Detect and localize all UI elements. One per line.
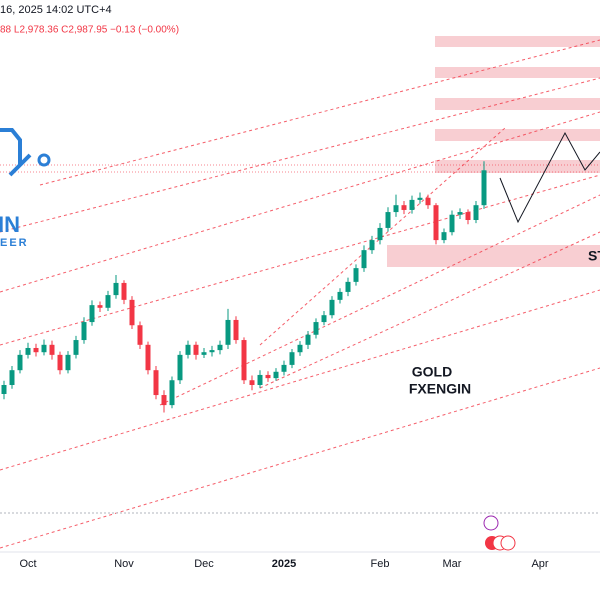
candle-body	[201, 352, 207, 355]
candle-body	[441, 232, 447, 241]
resistance-zone	[435, 160, 600, 173]
candle-body	[121, 282, 127, 300]
candle-body	[257, 374, 263, 385]
candle-body	[57, 354, 63, 371]
candle-body	[401, 205, 407, 210]
candle-body	[169, 380, 175, 406]
candle-body	[137, 325, 143, 345]
candle-body	[9, 370, 15, 385]
candle-body	[1, 385, 7, 394]
event-icon	[500, 535, 516, 551]
candle-body	[465, 212, 471, 220]
candle-body	[249, 380, 255, 385]
candle-body	[33, 347, 39, 353]
candle-body	[337, 291, 343, 300]
candles	[1, 161, 487, 413]
candle-body	[73, 340, 79, 355]
candle-body	[161, 395, 167, 406]
candle-body	[233, 319, 239, 341]
candle-body	[385, 212, 391, 228]
candle-body	[129, 299, 135, 326]
x-tick-label: Oct	[19, 558, 36, 570]
candle-body	[409, 199, 415, 210]
candle-body	[321, 315, 327, 323]
x-tick-label: 2025	[272, 558, 296, 570]
resistance-zone	[435, 67, 600, 78]
candle-body	[105, 295, 111, 308]
candle-body	[153, 370, 159, 396]
trend-line	[0, 111, 600, 293]
candle-body	[393, 205, 399, 213]
candle-body	[177, 354, 183, 381]
logo-text: IN	[0, 212, 20, 237]
resistance-zone	[435, 98, 600, 110]
candle-body	[265, 374, 271, 379]
candle-body	[241, 340, 247, 381]
x-tick-label: Dec	[194, 558, 214, 570]
candle-body	[473, 205, 479, 220]
candle-body	[457, 212, 463, 215]
resistance-zone	[435, 36, 600, 47]
candle-body	[353, 268, 359, 282]
trend-line	[259, 231, 600, 389]
candle-body	[345, 281, 351, 292]
candle-body	[449, 214, 455, 233]
x-tick-label: Nov	[114, 558, 134, 570]
trend-line	[0, 174, 600, 346]
candle-body	[97, 305, 103, 308]
candle-body	[433, 205, 439, 241]
candle-body	[281, 364, 287, 372]
drawings	[0, 36, 600, 551]
support-zone	[387, 245, 600, 267]
candle-body	[377, 227, 383, 241]
ohlc-text: 88 L2,978.36 C2,987.95 −0.13 (−0.00%)	[0, 25, 179, 36]
x-tick-label: Mar	[443, 558, 462, 570]
candle-body	[65, 354, 71, 371]
candle-body	[297, 344, 303, 353]
logo-mark	[0, 128, 32, 177]
trend-line	[0, 289, 600, 471]
candle-body	[217, 344, 223, 351]
x-tick-label: Apr	[531, 558, 548, 570]
trend-line	[39, 39, 600, 186]
candle-body	[369, 240, 375, 251]
candle-body	[41, 344, 47, 353]
event-icon	[483, 515, 499, 531]
candle-body	[25, 347, 31, 355]
candle-body	[273, 371, 279, 379]
candle-body	[289, 352, 295, 365]
candle-body	[145, 344, 151, 371]
candle-body	[193, 344, 199, 355]
candle-body	[305, 334, 311, 345]
candle-body	[481, 170, 487, 206]
annotation: ST	[588, 248, 600, 264]
resistance-zone	[435, 129, 600, 141]
candle-body	[425, 197, 431, 206]
logo-mark	[37, 153, 51, 167]
trend-line	[0, 367, 600, 549]
candle-body	[89, 305, 95, 323]
candle-body	[185, 344, 191, 355]
header-text: 16, 2025 14:02 UTC+4	[0, 4, 112, 16]
trend-line	[0, 77, 600, 233]
candle-body	[209, 350, 215, 353]
candle-body	[81, 322, 87, 341]
candle-body	[329, 299, 335, 316]
candle-body	[225, 319, 231, 345]
candle-body	[313, 322, 319, 335]
candle-body	[361, 250, 367, 269]
projection-path	[499, 131, 600, 224]
annotation: FXENGIN	[409, 381, 471, 397]
x-tick-label: Feb	[371, 558, 390, 570]
candle-body	[417, 197, 423, 200]
candle-body	[113, 282, 119, 296]
candle-body	[17, 354, 23, 371]
logo-text: EER	[0, 237, 29, 249]
annotation: GOLD	[412, 364, 452, 380]
candle-body	[49, 344, 55, 355]
